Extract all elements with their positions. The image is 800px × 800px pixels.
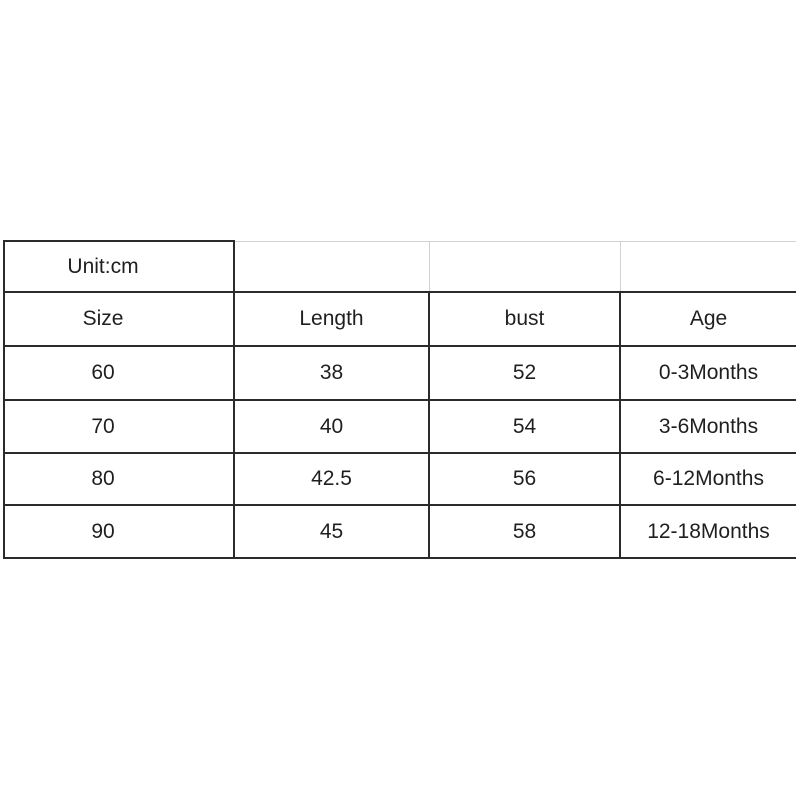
cell-length: 45 — [233, 504, 430, 559]
cell-age: 0-3Months — [619, 345, 796, 401]
cell-size: 80 — [3, 452, 235, 506]
empty-cell — [428, 240, 621, 293]
unit-label-cell: Unit:cm — [3, 240, 235, 293]
column-header-length: Length — [233, 291, 430, 347]
cell-bust: 56 — [428, 452, 621, 506]
cell-bust: 54 — [428, 399, 621, 454]
table-row-size-80: 80 42.5 56 6-12Months — [3, 452, 796, 506]
table-row-size-70: 70 40 54 3-6Months — [3, 399, 796, 454]
size-chart-table: Unit:cm Size Length bust Age 60 38 52 0-… — [3, 240, 796, 559]
unit-row: Unit:cm — [3, 240, 796, 293]
cell-size: 90 — [3, 504, 235, 559]
empty-cell — [619, 240, 796, 293]
cell-length: 40 — [233, 399, 430, 454]
cell-size: 70 — [3, 399, 235, 454]
table-row-size-60: 60 38 52 0-3Months — [3, 345, 796, 401]
cell-size: 60 — [3, 345, 235, 401]
column-header-age: Age — [619, 291, 796, 347]
cell-bust: 52 — [428, 345, 621, 401]
empty-cell — [233, 240, 430, 293]
cell-length: 38 — [233, 345, 430, 401]
cell-age: 12-18Months — [619, 504, 796, 559]
cell-length: 42.5 — [233, 452, 430, 506]
cell-age: 3-6Months — [619, 399, 796, 454]
cell-bust: 58 — [428, 504, 621, 559]
table-row-size-90: 90 45 58 12-18Months — [3, 504, 796, 559]
header-row: Size Length bust Age — [3, 291, 796, 347]
column-header-bust: bust — [428, 291, 621, 347]
column-header-size: Size — [3, 291, 235, 347]
cell-age: 6-12Months — [619, 452, 796, 506]
